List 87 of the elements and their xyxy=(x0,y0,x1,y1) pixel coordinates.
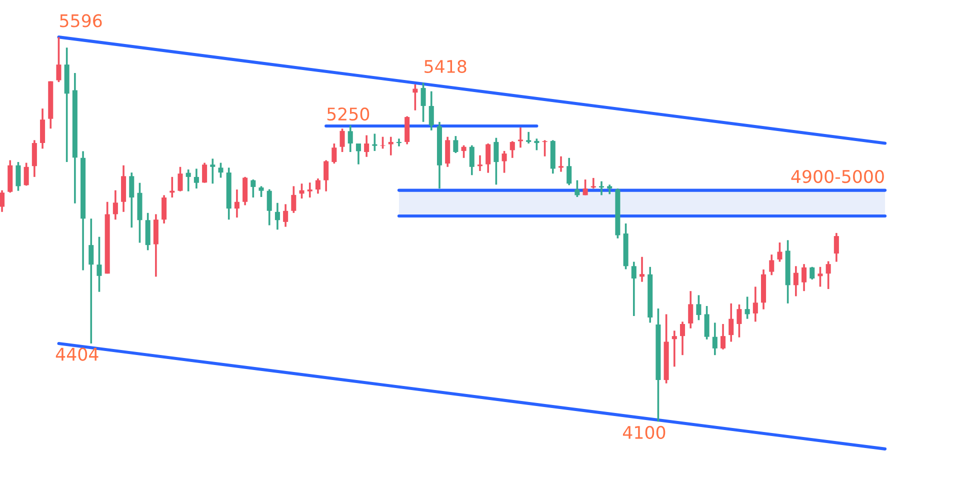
candlestick xyxy=(518,126,524,149)
candlestick xyxy=(777,242,782,263)
candlestick xyxy=(704,305,710,340)
candlestick xyxy=(712,322,718,356)
candlestick xyxy=(178,166,183,192)
candlestick xyxy=(582,178,588,196)
candlestick xyxy=(752,286,758,323)
candlestick xyxy=(234,188,240,218)
candlestick xyxy=(510,140,515,159)
candlestick xyxy=(631,260,636,317)
candlestick xyxy=(56,36,62,83)
candlestick xyxy=(348,124,353,153)
candlestick xyxy=(186,168,191,192)
candlestick xyxy=(826,260,831,290)
candlestick xyxy=(728,302,734,343)
candlestick xyxy=(526,131,532,144)
candlestick xyxy=(16,161,21,192)
candlestick xyxy=(112,189,118,221)
candlestick xyxy=(412,83,418,112)
candlestick xyxy=(194,168,199,190)
candlestick xyxy=(40,108,46,150)
candlestick xyxy=(744,296,750,320)
candlestick xyxy=(372,132,378,152)
candlestick xyxy=(291,185,296,214)
candlestick xyxy=(315,178,320,195)
annotation: 5596 xyxy=(60,14,102,28)
candlestick xyxy=(453,135,458,154)
candlestick xyxy=(332,142,337,164)
candlestick xyxy=(590,177,596,190)
candlestick xyxy=(96,236,102,293)
candlestick xyxy=(688,290,694,330)
candlestick xyxy=(486,142,491,174)
candlestick xyxy=(420,82,426,123)
candlestick xyxy=(566,156,572,186)
candlestick xyxy=(802,263,807,292)
candlestick xyxy=(388,136,394,156)
candlestick xyxy=(696,294,702,322)
candlestick xyxy=(558,155,564,173)
annotation: 4404 xyxy=(56,348,98,361)
candlestick xyxy=(210,158,216,185)
candlestick xyxy=(720,323,726,350)
candlestick xyxy=(32,139,37,178)
candlestick xyxy=(769,254,774,276)
candlestick xyxy=(274,202,280,231)
candlestick xyxy=(672,330,677,368)
candlestick xyxy=(380,136,386,150)
candlestick xyxy=(639,256,645,283)
candlestick xyxy=(494,136,499,186)
annotation: 4100 xyxy=(622,426,666,439)
candlestick xyxy=(810,266,815,280)
candlestick xyxy=(218,162,224,179)
candlestick xyxy=(445,136,450,168)
candlestick xyxy=(0,189,5,213)
annotation: 5418 xyxy=(424,60,466,74)
candlestick xyxy=(340,128,345,153)
band-label: 4900-5000 xyxy=(791,170,884,184)
candlestick xyxy=(299,182,304,200)
candlestick xyxy=(607,184,612,196)
candlestick xyxy=(598,180,604,196)
series-label: 5250 xyxy=(327,107,370,121)
candlestick xyxy=(258,185,264,198)
candlestick xyxy=(202,162,208,184)
candlestick xyxy=(162,194,167,224)
candlestick xyxy=(461,144,466,159)
candlestick xyxy=(324,159,329,192)
candlestick xyxy=(250,178,256,198)
candlestick xyxy=(818,266,823,288)
candlestick xyxy=(477,154,482,172)
candlestick xyxy=(680,320,686,356)
candlestick xyxy=(534,138,540,152)
candlestick xyxy=(834,232,839,263)
candlestick xyxy=(428,90,434,132)
candlestick xyxy=(574,179,580,198)
candlestick xyxy=(542,139,548,158)
candlestick xyxy=(24,162,29,187)
candlestick xyxy=(793,265,798,298)
candlestick xyxy=(469,144,474,176)
candlestick xyxy=(129,172,134,228)
candlestick xyxy=(283,203,288,228)
candlestick xyxy=(364,134,370,158)
candlestick xyxy=(396,138,402,148)
candlestick xyxy=(502,150,507,174)
candlestick xyxy=(88,218,94,344)
candlestick xyxy=(736,304,742,338)
candlestick xyxy=(307,182,312,198)
candlestick xyxy=(356,142,361,166)
candlestick xyxy=(266,188,272,226)
